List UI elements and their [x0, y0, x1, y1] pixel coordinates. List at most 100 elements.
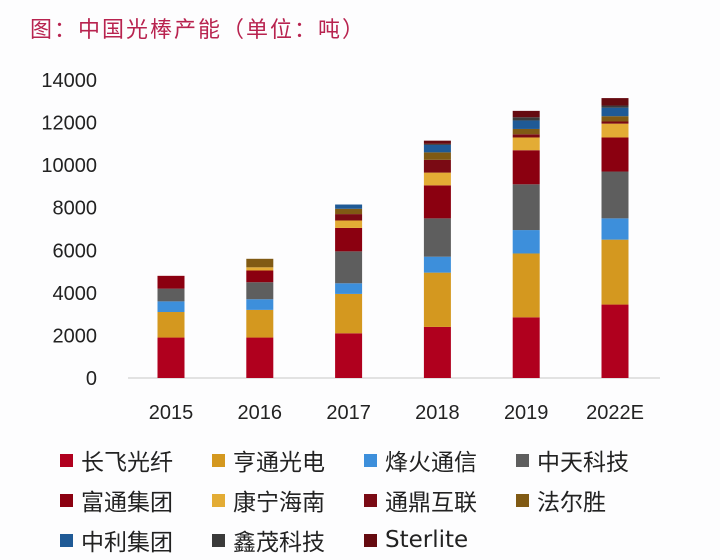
bar-segment [246, 309, 274, 338]
bar-segment [512, 110, 540, 118]
legend-label: 中利集团 [81, 530, 173, 556]
bar-segment [423, 172, 451, 186]
bar-segment [335, 208, 363, 215]
bar-segment [335, 283, 363, 294]
legend-swatch-icon [60, 453, 73, 467]
bar-segment [157, 312, 185, 338]
bar-segment [512, 128, 540, 135]
legend-swatch-icon [364, 453, 377, 467]
bar-stack-2022E [601, 98, 629, 378]
bar-segment [423, 185, 451, 219]
bar-segment [512, 317, 540, 378]
bar-segment [246, 270, 274, 283]
legend-label: 中天科技 [537, 450, 629, 476]
bar-stack-2016 [246, 258, 274, 378]
bar-segment [601, 304, 629, 378]
bar-segment [512, 117, 540, 121]
x-tick-label: 2018 [415, 402, 460, 424]
legend-item: 亨通光电 [212, 443, 364, 477]
legend-swatch-icon [212, 533, 225, 547]
y-tick-label: 10000 [41, 155, 97, 177]
bar-segment [423, 256, 451, 273]
legend: 长飞光纤 亨通光电 烽火通信 中天科技 富通集团 康宁海南 通鼎互联 法尔胜 中利集团 鑫茂科技 S… [60, 440, 700, 560]
legend-label: 康宁海南 [233, 490, 325, 516]
bar-segment [423, 143, 451, 145]
x-tick-label: 2016 [238, 402, 283, 424]
x-tick-label: 2017 [326, 402, 371, 424]
bar-segment [601, 218, 629, 240]
legend-item: 鑫茂科技 [212, 523, 364, 557]
legend-row: 中利集团 鑫茂科技 Sterlite [60, 520, 700, 560]
legend-swatch-icon [60, 533, 73, 547]
bar-segment [601, 121, 629, 124]
bar-segment [157, 275, 185, 289]
legend-item: 中利集团 [60, 523, 212, 557]
legend-item: 中天科技 [516, 443, 668, 477]
x-tick-label: 2022E [586, 402, 644, 424]
y-tick-label: 2000 [53, 325, 98, 347]
bar-segment [423, 272, 451, 327]
bar-segment [335, 204, 363, 209]
bar-segment [246, 337, 274, 378]
legend-row: 富通集团 康宁海南 通鼎互联 法尔胜 [60, 480, 700, 520]
bar-segment [335, 214, 363, 221]
bar-segment [157, 337, 185, 378]
legend-item: 烽火通信 [364, 443, 516, 477]
legend-label: 长飞光纤 [81, 450, 173, 476]
bar-segment [601, 123, 629, 138]
x-axis-ticks: 2015 2016 2017 2018 2019 2022E [149, 402, 644, 424]
y-tick-label: 14000 [41, 70, 97, 92]
bar-stack-2018 [423, 140, 451, 378]
legend-label: 富通集团 [81, 490, 173, 516]
bar-segment [246, 267, 274, 271]
bar-segment [601, 98, 629, 106]
bar-segment [601, 171, 629, 219]
legend-item: 富通集团 [60, 483, 212, 517]
bar-segment [246, 258, 274, 268]
y-tick-label: 6000 [53, 240, 98, 262]
legend-swatch-icon [212, 453, 225, 467]
y-tick-label: 12000 [41, 113, 97, 135]
legend-swatch-icon [516, 453, 529, 467]
bar-segment [512, 134, 540, 138]
bar-segment [512, 120, 540, 129]
bar-stack-2015 [157, 275, 185, 378]
x-tick-label: 2015 [149, 402, 194, 424]
bar-segment [423, 159, 451, 173]
legend-label: 亨通光电 [233, 450, 325, 476]
bar-segment [335, 293, 363, 334]
bar-segment [512, 137, 540, 151]
bar-segment [335, 251, 363, 284]
legend-label: 法尔胜 [537, 490, 606, 516]
legend-row: 长飞光纤 亨通光电 烽火通信 中天科技 [60, 440, 700, 480]
legend-label: 烽火通信 [385, 450, 477, 476]
bar-segment [423, 152, 451, 160]
bar-segment [157, 301, 185, 313]
chart-title: 图：中国光棒产能（单位：吨） [30, 18, 367, 43]
y-tick-label: 4000 [53, 283, 98, 305]
y-tick-label: 8000 [53, 198, 98, 220]
bar-segment [601, 116, 629, 122]
bar-segment [512, 184, 540, 231]
legend-label: 通鼎互联 [385, 490, 477, 516]
legend-swatch-icon [364, 533, 377, 547]
legend-item: 法尔胜 [516, 483, 668, 517]
bar-segment [601, 105, 629, 108]
bar-segment [246, 299, 274, 310]
bar-stack-2017 [335, 204, 363, 378]
y-axis-ticks: 0 2000 4000 6000 8000 10000 12000 14000 [41, 70, 97, 390]
bar-segment [512, 230, 540, 254]
legend-item: 通鼎互联 [364, 483, 516, 517]
legend-item: 长飞光纤 [60, 443, 212, 477]
bar-segment [335, 333, 363, 378]
bar-segment [423, 326, 451, 378]
legend-swatch-icon [60, 493, 73, 507]
bar-segment [423, 144, 451, 153]
legend-swatch-icon [516, 493, 529, 507]
legend-item: 康宁海南 [212, 483, 364, 517]
legend-swatch-icon [212, 493, 225, 507]
bar-segment [512, 150, 540, 185]
bar-segment [601, 107, 629, 117]
bar-segment [601, 239, 629, 305]
